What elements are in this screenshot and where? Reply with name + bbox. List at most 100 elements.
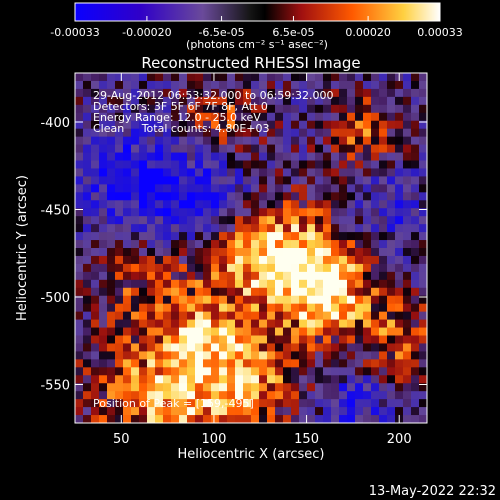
colorbar-tick-label: 0.00020 [345,26,391,39]
heatmap-cell [219,144,228,154]
heatmap-cell [299,216,308,225]
heatmap-cell [259,120,268,130]
heatmap-cell [179,80,188,90]
heatmap-cell [171,120,180,130]
heatmap-cell [275,263,284,273]
heatmap-cell [355,255,364,265]
heatmap-cell [331,224,340,233]
heatmap-cell [275,415,284,423]
heatmap-cell [227,184,236,193]
heatmap-cell [75,367,84,376]
heatmap-cell [419,112,427,122]
heatmap-cell [99,80,108,90]
heatmap-cell [163,88,172,98]
heatmap-cell [331,120,340,130]
heatmap-cell [347,136,356,146]
heatmap-cell [355,295,364,305]
heatmap-cell [275,128,284,138]
heatmap-cell [139,232,148,241]
heatmap-cell [323,144,332,154]
heatmap-cell [107,136,116,146]
heatmap-cell [163,359,172,368]
heatmap-cell [99,279,108,289]
heatmap-cell [371,271,380,281]
heatmap-cell [283,104,292,114]
heatmap-cell [83,216,92,225]
heatmap-cell [91,152,100,162]
colorbar-units: (photons cm⁻² s⁻¹ asec⁻²) [186,38,328,51]
heatmap-cell [179,279,188,289]
heatmap-cell [195,248,204,257]
heatmap-cell [363,375,372,384]
heatmap-cell [115,152,124,162]
heatmap-cell [83,120,92,130]
heatmap-cell [83,279,92,289]
heatmap-cell [243,240,252,249]
heatmap-cell [203,152,212,162]
heatmap-cell [299,144,308,154]
heatmap-cell [251,359,260,368]
heatmap-cell [243,88,252,98]
heatmap-cell [235,383,244,392]
heatmap-cell [275,255,284,265]
heatmap-cell [259,216,268,225]
heatmap-cell [83,128,92,138]
heatmap-cell [195,375,204,384]
heatmap-cell [243,375,252,384]
heatmap-cell [259,184,268,193]
heatmap-cell [419,263,427,273]
heatmap-cell [299,279,308,289]
heatmap-cell [323,383,332,392]
heatmap-cell [387,415,396,423]
heatmap-cell [171,200,180,209]
heatmap-cell [355,263,364,273]
heatmap-cell [179,216,188,225]
heatmap-cell [171,359,180,368]
heatmap-cell [259,160,268,170]
heatmap-cell [259,232,268,241]
heatmap-cell [299,176,308,185]
heatmap-cell [163,351,172,360]
heatmap-cell [219,128,228,138]
heatmap-cell [131,367,140,376]
heatmap-cell [91,128,100,138]
heatmap-cell [227,136,236,146]
heatmap-cell [275,88,284,98]
heatmap-cell [339,104,348,114]
heatmap-cell [299,311,308,321]
heatmap-cell [347,311,356,321]
heatmap-cell [403,208,412,217]
heatmap-cell [211,208,220,217]
heatmap-cell [251,367,260,376]
heatmap-cell [115,383,124,392]
heatmap-cell [387,263,396,273]
heatmap-cell [363,184,372,193]
heatmap-cell [251,104,260,114]
heatmap-cell [323,128,332,138]
heatmap-cell [339,208,348,217]
heatmap-cell [379,335,388,345]
heatmap-cell [203,144,212,154]
heatmap-cell [379,232,388,241]
x-tick-label: 50 [113,432,130,447]
heatmap-cell [291,184,300,193]
heatmap-cell [107,200,116,209]
heatmap-cell [147,351,156,360]
heatmap-cell [227,359,236,368]
heatmap-cell [179,335,188,345]
heatmap-cell [267,112,276,122]
heatmap-cell [123,152,132,162]
heatmap-cell [363,136,372,146]
heatmap-cell [155,319,164,329]
heatmap-cell [411,224,420,233]
heatmap-cell [187,200,196,209]
heatmap-cell [123,295,132,305]
heatmap-cell [291,319,300,329]
heatmap-cell [147,327,156,337]
heatmap-cell [243,152,252,162]
heatmap-cell [275,208,284,217]
heatmap-cell [179,96,188,106]
heatmap-cell [251,351,260,360]
heatmap-cell [123,327,132,337]
